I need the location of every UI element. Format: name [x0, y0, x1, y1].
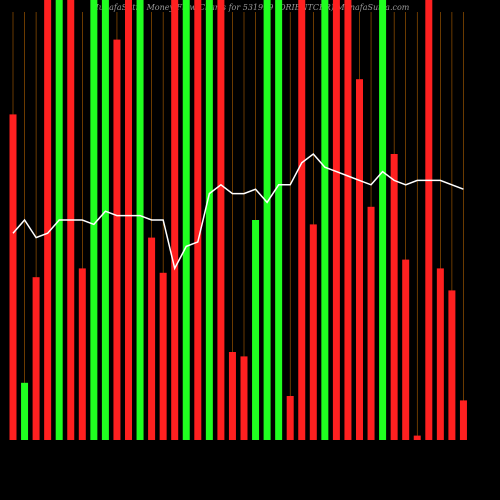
money-flow-line: [12, 152, 464, 271]
bar: [32, 277, 40, 440]
bar: [171, 0, 179, 440]
bar: [436, 268, 444, 440]
bar: [321, 0, 329, 440]
bar: [379, 0, 387, 440]
chart-title: MunafaSutra Money Flow Charts for 531999…: [90, 3, 410, 12]
bar: [344, 0, 352, 440]
bar: [356, 79, 363, 440]
bar: [90, 0, 98, 440]
bar: [413, 435, 421, 440]
bar: [298, 0, 306, 440]
bar: [148, 237, 156, 440]
bar: [205, 0, 213, 440]
bar: [159, 272, 167, 440]
bar: [228, 352, 236, 440]
bar: [101, 0, 109, 440]
bar: [136, 0, 144, 440]
bar: [182, 0, 190, 440]
bar: [263, 0, 271, 440]
bar: [390, 154, 398, 440]
bar: [309, 224, 317, 440]
bar: [44, 0, 52, 440]
bar: [217, 0, 225, 440]
bar: [113, 39, 121, 440]
bar: [252, 220, 260, 440]
bar: [78, 268, 86, 440]
bar: [240, 356, 248, 440]
bar: [275, 0, 283, 440]
bar: [21, 382, 29, 440]
bar: [448, 290, 456, 440]
bar: [459, 400, 467, 440]
bar: [286, 396, 294, 440]
bar: [9, 114, 17, 441]
bar: [402, 259, 410, 440]
bar: [367, 206, 375, 440]
bar: [125, 0, 132, 440]
bar: [194, 0, 202, 440]
bar: [332, 0, 340, 440]
bar: [425, 0, 433, 440]
